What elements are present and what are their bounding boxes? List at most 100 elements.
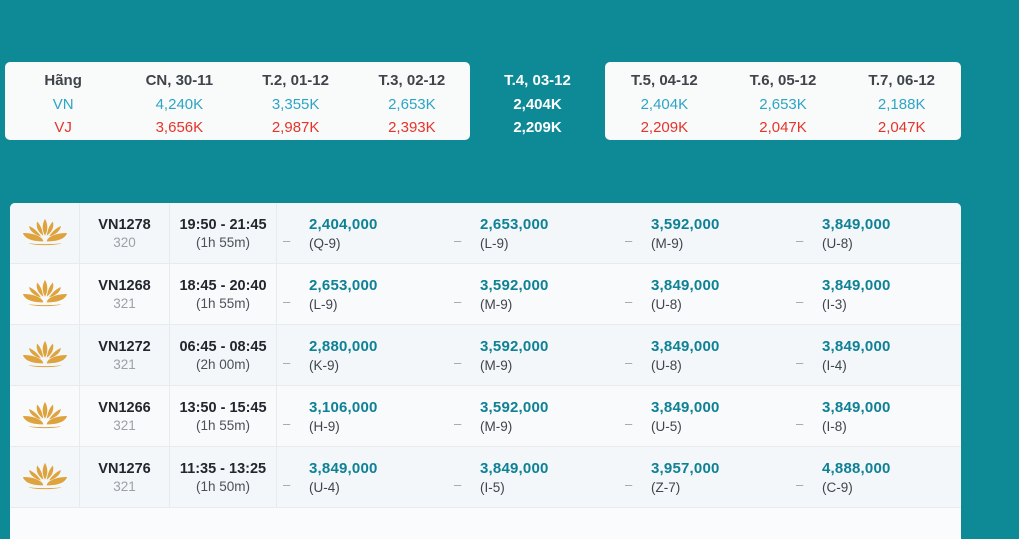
fare-dash: – xyxy=(454,415,462,431)
fare-dash: – xyxy=(625,232,633,248)
time-cell: 19:50 - 21:45 (1h 55m) xyxy=(170,203,277,263)
flight-number: VN1266 xyxy=(98,399,151,416)
fare-day-label: T.2, 01-12 xyxy=(262,72,329,89)
fare-option[interactable]: – 3,849,000 (U-8) xyxy=(790,203,961,263)
fare-dash: – xyxy=(283,232,291,248)
fare-option[interactable]: – 3,849,000 (U-8) xyxy=(619,264,790,324)
fare-class: (I-5) xyxy=(480,479,505,495)
fare-class: (Q-9) xyxy=(309,235,341,251)
fare-dash: – xyxy=(454,293,462,309)
fare-options: – 2,880,000 (K-9) – 3,592,000 (M-9) – 3,… xyxy=(277,325,961,385)
fare-day-vn-price: 2,404K xyxy=(513,96,562,113)
fare-option[interactable]: – 4,888,000 (C-9) xyxy=(790,447,961,507)
fare-dash: – xyxy=(283,415,291,431)
fare-option[interactable]: – 3,849,000 (U-5) xyxy=(619,386,790,446)
fare-price: 3,849,000 xyxy=(651,276,720,294)
fare-option[interactable]: – 3,849,000 (U-4) xyxy=(277,447,448,507)
fare-option[interactable]: – 3,957,000 (Z-7) xyxy=(619,447,790,507)
fare-day-vn-price: 4,240K xyxy=(155,96,204,113)
fare-option[interactable]: – 2,404,000 (Q-9) xyxy=(277,203,448,263)
airline-logo-cell xyxy=(10,264,80,324)
fare-option[interactable]: – 2,653,000 (L-9) xyxy=(448,203,619,263)
fare-dash: – xyxy=(283,476,291,492)
time-cell: 06:45 - 08:45 (2h 00m) xyxy=(170,325,277,385)
time-cell: 18:45 - 20:40 (1h 55m) xyxy=(170,264,277,324)
vietnam-airlines-lotus-icon xyxy=(22,340,67,368)
fare-price: 3,849,000 xyxy=(480,459,549,477)
flight-row: VN1276 321 11:35 - 13:25 (1h 50m) – 3,84… xyxy=(10,447,961,508)
fare-option[interactable]: – 3,592,000 (M-9) xyxy=(448,386,619,446)
fare-day-label: T.3, 02-12 xyxy=(378,72,446,89)
fare-dash: – xyxy=(796,293,804,309)
flight-duration: (2h 00m) xyxy=(195,356,251,372)
fare-option[interactable]: – 2,653,000 (L-9) xyxy=(277,264,448,324)
flight-row: VN1268 321 18:45 - 20:40 (1h 55m) – 2,65… xyxy=(10,264,961,325)
flight-number: VN1268 xyxy=(98,277,151,294)
flight-info-cell: VN1268 321 xyxy=(80,264,170,324)
fare-day-column[interactable]: T.6, 05-12 2,653K 2,047K xyxy=(724,62,843,140)
fare-class: (I-8) xyxy=(822,418,847,434)
flight-duration: (1h 55m) xyxy=(195,295,251,311)
fare-price: 3,592,000 xyxy=(651,215,720,233)
airline-header-label: Hãng xyxy=(44,72,82,89)
fare-strip-left-panel: Hãng VN VJ CN, 30-11 4,240K 3,656K T.2, … xyxy=(5,62,470,140)
fare-option[interactable]: – 3,849,000 (U-8) xyxy=(619,325,790,385)
fare-option[interactable]: – 3,849,000 (I-8) xyxy=(790,386,961,446)
fare-options: – 2,653,000 (L-9) – 3,592,000 (M-9) – 3,… xyxy=(277,264,961,324)
fare-option[interactable]: – 3,106,000 (H-9) xyxy=(277,386,448,446)
fare-class: (U-4) xyxy=(309,479,340,495)
fare-day-column[interactable]: T.3, 02-12 2,653K 2,393K xyxy=(354,62,470,140)
fare-option[interactable]: – 2,880,000 (K-9) xyxy=(277,325,448,385)
fare-day-label: T.7, 06-12 xyxy=(868,72,936,89)
fare-day-column[interactable]: T.7, 06-12 2,188K 2,047K xyxy=(842,62,961,140)
fare-price: 3,849,000 xyxy=(822,276,891,294)
fare-day-label: CN, 30-11 xyxy=(145,72,214,89)
fare-options: – 2,404,000 (Q-9) – 2,653,000 (L-9) – 3,… xyxy=(277,203,961,263)
fare-option[interactable]: – 3,592,000 (M-9) xyxy=(619,203,790,263)
fare-dash: – xyxy=(625,476,633,492)
fare-price: 2,653,000 xyxy=(309,276,378,294)
vietnam-airlines-lotus-icon xyxy=(22,279,67,307)
fare-dash: – xyxy=(796,232,804,248)
fare-option[interactable]: – 3,849,000 (I-4) xyxy=(790,325,961,385)
fare-option[interactable]: – 3,592,000 (M-9) xyxy=(448,264,619,324)
fare-day-column[interactable]: T.5, 04-12 2,404K 2,209K xyxy=(605,62,724,140)
fare-day-column-selected[interactable]: T.4, 03-12 2,404K 2,209K xyxy=(470,62,605,140)
fare-price: 3,849,000 xyxy=(309,459,378,477)
fare-day-vj-price: 3,656K xyxy=(155,119,204,136)
fare-option[interactable]: – 3,849,000 (I-5) xyxy=(448,447,619,507)
fare-class: (U-8) xyxy=(822,235,853,251)
fare-price: 3,592,000 xyxy=(480,337,549,355)
fare-day-vj-price: 2,047K xyxy=(759,119,807,136)
fare-day-vn-price: 2,653K xyxy=(759,96,807,113)
flight-row: VN1278 320 19:50 - 21:45 (1h 55m) – 2,40… xyxy=(10,203,961,264)
airline-vj-label: VJ xyxy=(54,119,72,136)
fare-option[interactable]: – 3,849,000 (I-3) xyxy=(790,264,961,324)
flight-info-cell: VN1276 321 xyxy=(80,447,170,507)
fare-day-vj-price: 2,047K xyxy=(877,119,926,136)
airline-logo-cell xyxy=(10,386,80,446)
fare-day-column[interactable]: CN, 30-11 4,240K 3,656K xyxy=(121,62,237,140)
aircraft-type: 321 xyxy=(113,417,136,433)
flight-duration: (1h 55m) xyxy=(195,234,251,250)
fare-class: (M-9) xyxy=(480,357,513,373)
airline-logo-cell xyxy=(10,203,80,263)
fare-day-label: T.6, 05-12 xyxy=(749,72,817,89)
flight-duration: (1h 55m) xyxy=(195,417,251,433)
aircraft-type: 320 xyxy=(113,234,136,250)
airline-logo-cell xyxy=(10,447,80,507)
fare-option[interactable]: – 3,592,000 (M-9) xyxy=(448,325,619,385)
flight-number: VN1276 xyxy=(98,460,151,477)
fare-day-vn-price: 2,653K xyxy=(388,96,436,113)
fare-price: 3,849,000 xyxy=(822,215,891,233)
fare-dash: – xyxy=(796,476,804,492)
fare-price: 2,880,000 xyxy=(309,337,378,355)
fare-day-column[interactable]: T.2, 01-12 3,355K 2,987K xyxy=(238,62,354,140)
fare-day-vn-price: 2,188K xyxy=(877,96,926,113)
fare-class: (L-9) xyxy=(309,296,338,312)
fare-class: (C-9) xyxy=(822,479,853,495)
fare-dash: – xyxy=(625,415,633,431)
fare-price: 3,592,000 xyxy=(480,398,549,416)
fare-class: (M-9) xyxy=(480,418,513,434)
fare-day-vn-price: 2,404K xyxy=(640,96,689,113)
